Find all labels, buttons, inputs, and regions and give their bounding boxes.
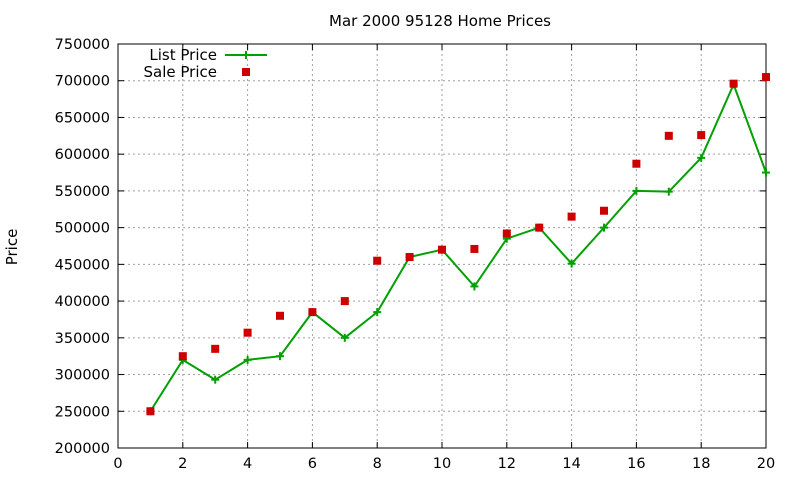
- sale-price-point: [405, 253, 414, 262]
- legend-marker-list-price: [242, 51, 250, 59]
- data-series: [146, 73, 770, 416]
- x-tick-label: 10: [433, 456, 451, 472]
- list-price-point: [697, 153, 706, 162]
- sale-price-point: [243, 328, 252, 337]
- list-price-point: [600, 223, 608, 232]
- y-tick-label: 550000: [55, 184, 110, 200]
- sale-price-point: [664, 131, 673, 140]
- y-tick-label: 500000: [55, 221, 110, 237]
- x-tick-label: 2: [178, 456, 187, 472]
- sale-price-point: [276, 311, 284, 320]
- list-price-point: [470, 282, 479, 291]
- sale-price-point: [600, 206, 608, 215]
- y-tick-label: 400000: [55, 294, 110, 310]
- y-tick-label: 250000: [55, 404, 110, 420]
- x-tick-label: 4: [243, 456, 252, 472]
- list-price-point: [373, 308, 382, 317]
- x-tick-label: 20: [757, 456, 775, 472]
- list-price-point: [340, 333, 349, 342]
- y-tick-label: 350000: [55, 331, 110, 347]
- sale-price-point: [502, 229, 511, 238]
- sale-price-point: [308, 308, 317, 317]
- legend-label-sale-price: Sale Price: [144, 63, 217, 81]
- list-price-point: [762, 168, 770, 177]
- x-tick-label: 14: [562, 456, 580, 472]
- legend-swatch-sale-price: [242, 68, 250, 76]
- x-tick-label: 18: [692, 456, 710, 472]
- chart-title: Mar 2000 95128 Home Prices: [329, 12, 551, 30]
- list-price-point: [243, 355, 252, 364]
- x-tick-label: 6: [308, 456, 317, 472]
- list-price-point: [664, 187, 673, 196]
- y-tick-label: 650000: [55, 110, 110, 126]
- sale-price-point: [762, 73, 770, 82]
- list-price-line: [149, 81, 767, 412]
- sale-price-point: [567, 212, 576, 221]
- grid-lines: [118, 44, 766, 448]
- x-tick-label: 12: [498, 456, 516, 472]
- sale-price-point: [373, 256, 382, 265]
- list-price-point: [567, 259, 576, 268]
- x-tick-label: 0: [113, 456, 122, 472]
- x-tick-label: 8: [373, 456, 382, 472]
- plot-area: 0 2 4 6 8 10 12 14 16 18 20 200000 250000 300000 35000…: [55, 37, 776, 472]
- y-tick-label: 450000: [55, 257, 110, 273]
- sale-price-point: [697, 131, 706, 140]
- y-tick-label: 300000: [55, 368, 110, 384]
- sale-price-point: [340, 297, 349, 306]
- sale-price-point: [211, 344, 220, 353]
- list-price-point: [632, 186, 641, 195]
- x-tick-label: 16: [627, 456, 645, 472]
- sale-price-point: [729, 79, 738, 88]
- sale-price-point: [470, 244, 479, 253]
- y-tick-label: 750000: [55, 37, 110, 53]
- y-tick-label: 600000: [55, 147, 110, 163]
- sale-price-point: [178, 352, 187, 361]
- sale-price-point: [146, 407, 155, 416]
- legend-label-list-price: List Price: [149, 46, 217, 64]
- list-price-point: [276, 352, 284, 361]
- sale-price-point: [535, 223, 544, 232]
- y-tick-label: 200000: [55, 441, 110, 457]
- sale-price-point: [438, 245, 446, 254]
- y-axis-label: Price: [3, 229, 21, 266]
- list-price-point: [211, 375, 220, 384]
- sale-price-point: [632, 159, 641, 168]
- y-tick-label: 700000: [55, 74, 110, 90]
